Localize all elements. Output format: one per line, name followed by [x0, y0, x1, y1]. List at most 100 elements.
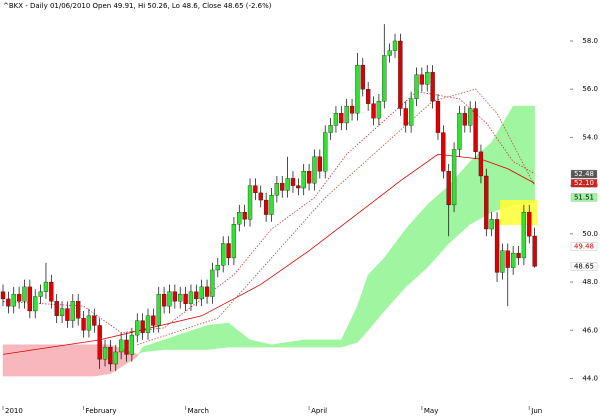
candle-body [43, 281, 49, 292]
candle-body [145, 315, 151, 333]
candle-body [301, 171, 306, 189]
candle-body [108, 346, 113, 365]
candle-body [516, 252, 521, 259]
candle-body [312, 156, 317, 184]
candle-body [328, 125, 333, 133]
cloud-segment [94, 344, 111, 377]
candle-body [172, 291, 177, 302]
candle-body [22, 286, 27, 302]
candle-body [403, 108, 408, 126]
candle-body [387, 50, 392, 56]
candle-body [156, 293, 161, 326]
x-tick-label: April [311, 407, 327, 415]
candle-body [54, 301, 59, 316]
candle-body [446, 171, 451, 206]
indicator-line [2, 153, 535, 355]
candle-body [140, 320, 145, 333]
candle-body [194, 291, 199, 300]
candle-body [27, 286, 33, 312]
highlight-box [500, 200, 537, 225]
candle-body [258, 192, 263, 201]
candle-body [151, 315, 156, 326]
candle-body [274, 183, 280, 196]
price-label-box [570, 193, 598, 202]
y-tick-label: 48.0 [582, 278, 598, 286]
candle-body [178, 293, 183, 302]
y-tick-label: 44.0 [582, 374, 598, 382]
candle-body [183, 293, 188, 304]
candle-body [425, 72, 430, 85]
candle-body [70, 301, 75, 321]
candle-body [349, 105, 355, 114]
candle-body [118, 339, 124, 353]
candle-body [253, 185, 258, 194]
price-label: 49.48 [574, 242, 594, 250]
candle-body [392, 40, 398, 51]
candle-body [92, 315, 97, 326]
candle-body [366, 89, 371, 104]
y-tick-label: 50.0 [582, 230, 598, 238]
candle-body [215, 265, 220, 271]
candle-body [344, 105, 349, 124]
candle-body [317, 156, 322, 172]
candle-body [280, 183, 285, 191]
cloud-layer [2, 105, 535, 377]
price-label: 51.51 [574, 193, 594, 201]
candle-body [221, 243, 226, 266]
candle-body [441, 132, 446, 172]
chart-title: ^BKX - Daily 01/06/2010 Open 49.91, Hi 5… [3, 2, 272, 10]
candle-body [489, 219, 494, 230]
price-label-box [570, 169, 598, 179]
candle-body [505, 250, 510, 268]
x-tick-label: May [424, 407, 438, 415]
candle-body [376, 101, 382, 119]
candle-body [408, 98, 414, 126]
candle-body [6, 298, 11, 307]
y-tick-label: 56.0 [582, 85, 598, 93]
candle-body [38, 291, 43, 297]
candle-body [494, 219, 500, 273]
candle-body [226, 243, 231, 259]
candle-body [129, 334, 135, 355]
candle-body [333, 113, 339, 126]
x-tick-label: Jun [530, 407, 542, 415]
candle-body [285, 178, 290, 191]
candle-body [435, 101, 441, 133]
candle-body [473, 108, 478, 153]
candle-body [161, 293, 167, 307]
candle-body [199, 286, 204, 300]
candle-body [290, 178, 296, 186]
candle-body [462, 113, 467, 126]
cloud-segment [512, 105, 535, 206]
candle-body [484, 175, 489, 230]
candle-body [398, 40, 403, 109]
candle-body [306, 171, 312, 184]
candle-body [49, 281, 54, 302]
candle-body [500, 250, 505, 273]
price-label: 52.10 [574, 179, 594, 187]
candle-body [360, 64, 365, 90]
candle-body [414, 74, 419, 99]
candle-body [97, 325, 102, 360]
candle-body [65, 308, 70, 321]
candle-body [355, 64, 360, 114]
candle-body [382, 55, 387, 102]
y-tick-label: 54.0 [582, 133, 598, 141]
candle-body [210, 269, 215, 297]
candle-body [242, 211, 247, 220]
x-tick-label: March [188, 407, 209, 415]
candle-body [124, 339, 129, 355]
price-label-box [570, 262, 598, 271]
candle-body [527, 211, 532, 237]
cloud-segment [2, 344, 95, 377]
candle-body [532, 235, 537, 267]
candle-body [33, 296, 38, 312]
candle-body [521, 211, 527, 259]
candle-body [263, 199, 269, 215]
candle-body [102, 346, 108, 360]
cloud-segment [303, 339, 342, 348]
x-tick-label: February [86, 407, 117, 415]
candle-layer [0, 24, 537, 372]
candle-body [135, 320, 140, 336]
price-label-box [570, 242, 598, 251]
